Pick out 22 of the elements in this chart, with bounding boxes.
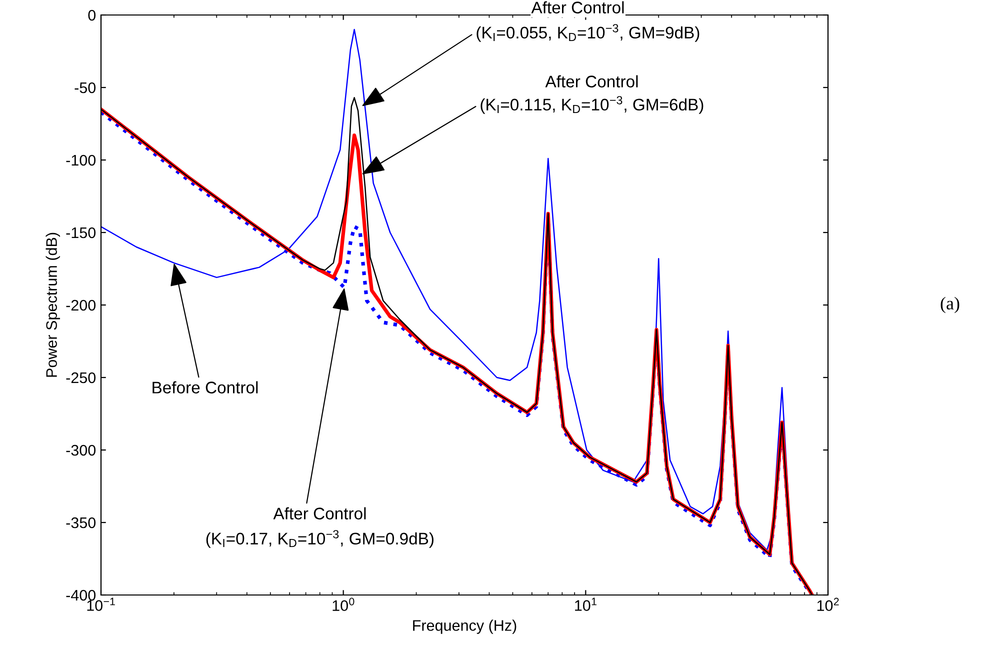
y-axis-title: Power Spectrum (dB) — [46, 232, 60, 377]
y-tick-label: 0 — [88, 10, 96, 21]
annotation: Before Control — [152, 381, 258, 394]
x-axis-title: Frequency (Hz) — [413, 620, 516, 634]
annotation: After Control — [545, 75, 638, 88]
y-tick-label: -50 — [74, 82, 96, 94]
y-tick-label: -400 — [66, 590, 96, 601]
y-tick-label: -350 — [66, 517, 96, 528]
y-tick-label: -200 — [66, 300, 96, 311]
annotation: (K$_{I}$=0.055, K$_{D}$=10$^{−3}$, GM=9dB) — [476, 24, 700, 42]
y-tick-label: -150 — [66, 227, 96, 238]
annotation: (K$_{I}$=0.115, K$_{D}$=10$^{−3}$, GM=6dB) — [480, 96, 704, 114]
x-tick-label: 10$^{1}$ — [575, 598, 596, 611]
y-tick-label: -100 — [66, 154, 96, 166]
annotation: After Control — [273, 507, 366, 520]
y-tick-label: -300 — [66, 444, 96, 456]
text: (a) — [940, 296, 960, 314]
annotation: (K$_{I}$=0.17, K$_{D}$=10$^{−3}$, GM=0.9dB) — [206, 530, 434, 548]
x-tick-label: 10$^{2}$ — [817, 598, 839, 612]
text: After Control — [531, 1, 624, 14]
y-tick-label: -250 — [66, 372, 96, 384]
x-tick-label: 10$^{0}$ — [332, 598, 354, 612]
